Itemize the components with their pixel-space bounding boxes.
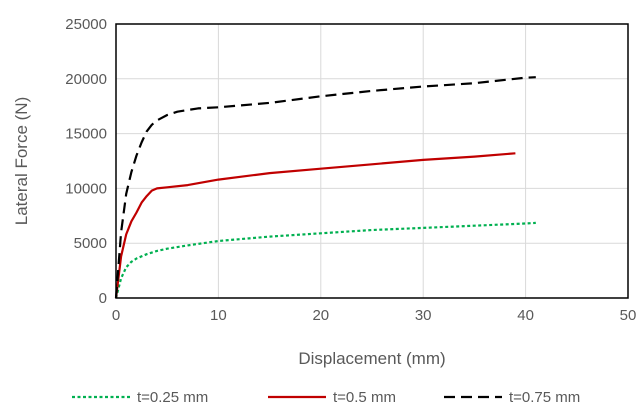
y-tick-label: 10000 (65, 180, 107, 197)
x-tick-label: 10 (210, 307, 227, 324)
legend-label: t=0.75 mm (509, 389, 580, 406)
x-axis-title: Displacement (mm) (298, 349, 445, 368)
legend: t=0.25 mm t=0.5 mm t=0.75 mm (72, 389, 580, 406)
x-tick-label: 0 (112, 307, 120, 324)
plot-area-border (115, 23, 629, 299)
x-tick-label: 20 (312, 307, 329, 324)
legend-label: t=0.5 mm (333, 389, 396, 406)
y-tick-label: 0 (99, 290, 107, 307)
series-line-t-0-25-mm (114, 221, 536, 299)
x-tick-label: 30 (415, 307, 432, 324)
series-line-t-0-75-mm (114, 76, 536, 299)
x-tick-label: 50 (620, 307, 637, 324)
y-tick-label: 25000 (65, 16, 107, 33)
series-line-t-0-5-mm (114, 152, 516, 299)
y-tick-label: 15000 (65, 126, 107, 143)
gridlines (115, 23, 629, 299)
y-axis-title: Lateral Force (N) (12, 97, 31, 225)
y-tick-label: 5000 (74, 235, 107, 252)
y-tick-label: 20000 (65, 71, 107, 88)
y-axis-tick-labels: 0 5000 10000 15000 20000 25000 (65, 16, 107, 307)
series-lines (114, 76, 536, 299)
x-axis-tick-labels: 0 10 20 30 40 50 (112, 307, 637, 324)
x-tick-label: 40 (517, 307, 534, 324)
legend-label: t=0.25 mm (137, 389, 208, 406)
